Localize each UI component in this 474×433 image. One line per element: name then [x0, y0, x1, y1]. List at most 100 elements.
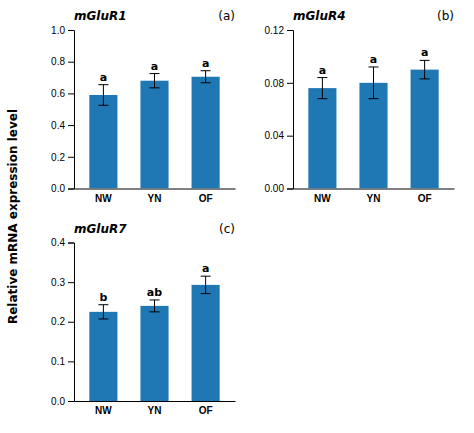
significance-label: a: [319, 64, 326, 77]
panel-label: (b): [437, 9, 454, 23]
significance-label: a: [100, 71, 107, 84]
panel-title: mGluR7: [74, 222, 127, 236]
y-tick-label: 0.8: [51, 56, 65, 67]
y-axis-title: Relative mRNA expression level: [6, 109, 20, 324]
bar: [192, 77, 220, 189]
y-tick: 0.2: [51, 152, 74, 163]
x-tick-label: OF: [199, 193, 213, 204]
y-axis: 0.00.20.40.60.81.0: [51, 25, 74, 195]
y-tick: 1.0: [51, 25, 74, 36]
y-tick-label: 0.0: [51, 183, 65, 194]
significance-label: a: [421, 46, 428, 59]
error-bar-stem: [424, 60, 425, 78]
y-tick: 0.04: [265, 130, 293, 141]
error-bar-cap: [98, 318, 108, 319]
x-tick: OF: [418, 189, 432, 204]
bar: [359, 83, 387, 189]
bar: [192, 285, 220, 401]
chart: 0.00.20.40.60.81.0NWYNOFaaamGluR1(a)Rela…: [0, 0, 474, 433]
x-tick: OF: [199, 189, 213, 204]
significance-label: ab: [147, 286, 162, 299]
y-tick: 0.1: [51, 356, 74, 367]
axis-domain: [287, 31, 294, 190]
y-tick: 0.4: [51, 120, 74, 131]
error-bar-cap: [317, 98, 327, 99]
error-bar-cap: [201, 293, 211, 294]
panel: 0.00.10.20.30.4NWYNOFbabamGluR7(c): [51, 222, 235, 417]
panel: 0.00.20.40.60.81.0NWYNOFaaamGluR1(a): [51, 9, 235, 204]
bar: [89, 312, 117, 401]
y-tick: 0.3: [51, 277, 74, 288]
y-tick-mark: [68, 30, 74, 31]
error-bar: [98, 85, 108, 106]
y-tick: 0.08: [265, 78, 293, 89]
x-tick: YN: [367, 189, 381, 204]
error-bar-cap: [150, 299, 160, 300]
significance-label: b: [99, 291, 107, 304]
bar: [140, 81, 168, 189]
error-bar-stem: [103, 85, 104, 106]
y-tick-mark: [68, 361, 74, 362]
y-tick: 0.8: [51, 56, 74, 67]
y-tick-mark: [287, 136, 293, 137]
y-tick-label: 0.2: [51, 152, 65, 163]
error-bar-cap: [150, 311, 160, 312]
error-bar-cap: [98, 105, 108, 106]
axis-domain: [75, 401, 236, 402]
error-bar-stem: [154, 74, 155, 88]
bar: [89, 95, 117, 189]
y-tick-label: 0.4: [51, 237, 65, 248]
error-bar-cap: [98, 84, 108, 85]
bar: [411, 70, 439, 189]
error-bar-cap: [317, 77, 327, 78]
y-tick-mark: [68, 62, 74, 63]
error-bar-cap: [369, 66, 379, 67]
error-bar-cap: [201, 82, 211, 83]
y-tick-mark: [287, 83, 293, 84]
y-tick-mark: [68, 243, 74, 244]
y-tick-mark: [68, 125, 74, 126]
error-bar-cap: [98, 304, 108, 305]
marks: [89, 71, 219, 189]
x-tick: OF: [199, 401, 213, 416]
y-tick: 0.12: [265, 25, 293, 36]
panel: 0.000.040.080.12NWYNOFaaamGluR4(b): [265, 9, 455, 204]
y-tick-label: 0.04: [265, 130, 285, 141]
error-bar: [150, 300, 160, 312]
y-tick-mark: [287, 30, 293, 31]
error-bar-stem: [205, 71, 206, 83]
y-tick: 0.2: [51, 316, 74, 327]
x-tick-label: YN: [148, 405, 162, 416]
panel-title: mGluR1: [74, 9, 127, 23]
x-axis: NW YN OF: [75, 401, 236, 416]
error-bar-cap: [201, 70, 211, 71]
y-tick-label: 0.08: [265, 78, 285, 89]
y-axis: 0.00 0.04 0.08 0.12: [265, 25, 294, 195]
y-tick-label: 0.3: [51, 277, 65, 288]
x-axis: NWYNOF: [75, 189, 236, 204]
error-bar: [201, 276, 211, 293]
y-tick-label: 0.1: [51, 356, 65, 367]
error-bar-cap: [150, 73, 160, 74]
y-tick-mark: [68, 282, 74, 283]
x-tick-label: NW: [95, 193, 112, 204]
y-tick: 0.0: [51, 183, 74, 194]
y-tick-label: 0.00: [265, 183, 285, 194]
y-tick: 0.4: [51, 237, 74, 248]
x-tick: NW: [314, 189, 331, 204]
bar: [140, 306, 168, 401]
x-tick-label: OF: [199, 405, 213, 416]
panel-title: mGluR4: [293, 9, 346, 23]
axis-domain: [75, 189, 236, 190]
y-tick-label: 1.0: [51, 25, 65, 36]
significance-label: a: [202, 262, 209, 275]
error-bar-cap: [201, 276, 211, 277]
error-bar: [420, 60, 430, 78]
error-bar: [369, 67, 379, 99]
x-tick-label: NW: [95, 405, 112, 416]
error-bar-cap: [150, 87, 160, 88]
error-bar-cap: [420, 78, 430, 79]
error-bar: [150, 74, 160, 88]
x-axis: NW YN OF: [294, 189, 455, 204]
y-tick-mark: [68, 189, 74, 190]
